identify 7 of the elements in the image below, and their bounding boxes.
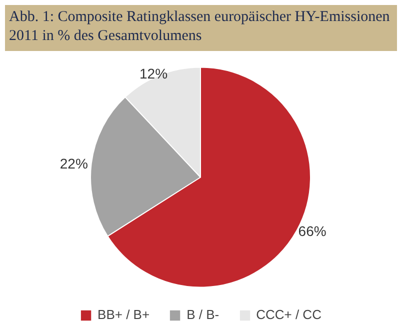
chart-title: Abb. 1: Composite Ratingklassen europäischer HY-Emissionen 2011 in % des Gesamtvolumens <box>9 8 391 46</box>
data-label: 12% <box>140 66 168 82</box>
legend-label: CCC+ / CC <box>256 307 322 322</box>
legend-label: BB+ / B+ <box>98 307 150 322</box>
legend-label: B / B- <box>186 307 220 322</box>
data-label: 22% <box>60 155 88 172</box>
data-label: 66% <box>298 222 326 239</box>
